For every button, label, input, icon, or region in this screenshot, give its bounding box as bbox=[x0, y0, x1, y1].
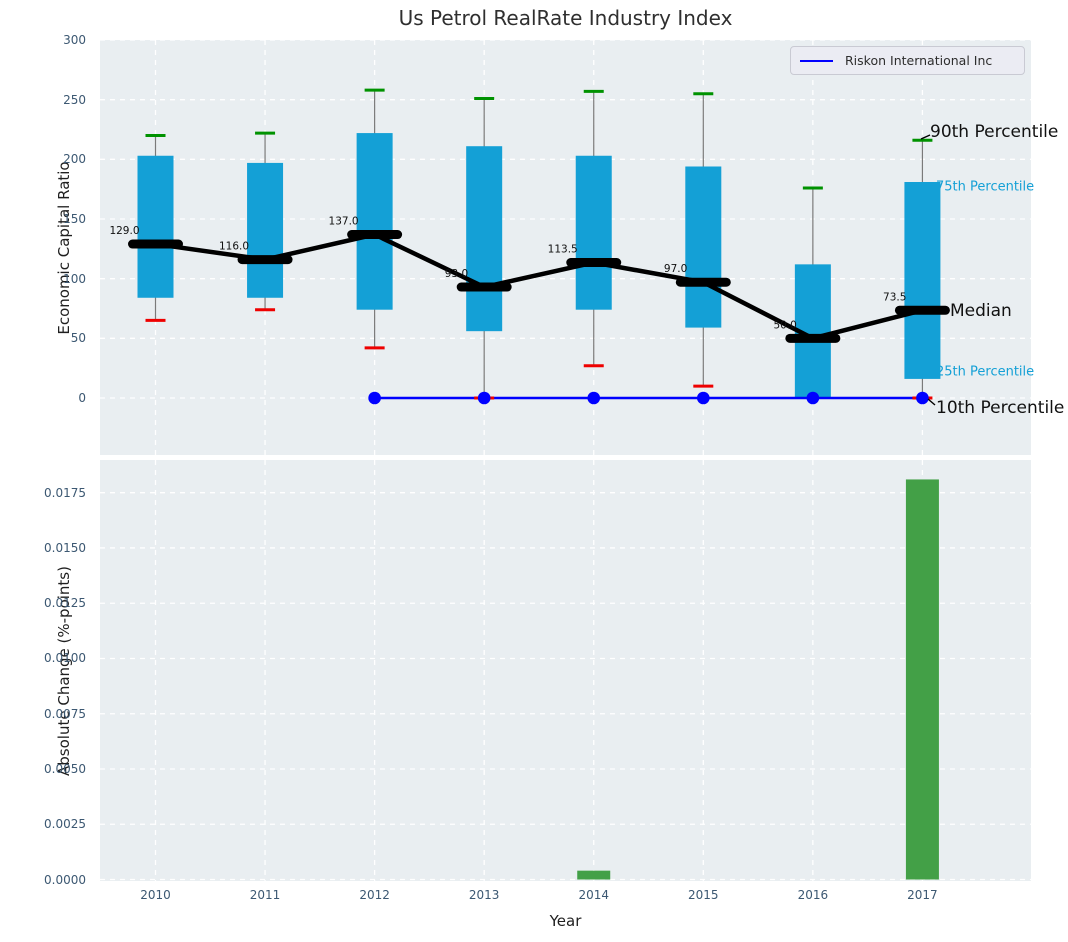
x-tick-2010: 2010 bbox=[140, 888, 171, 902]
y-tick-bottom-0.0025: 0.0025 bbox=[44, 817, 86, 832]
y-tick-bottom-0.0150: 0.0150 bbox=[44, 540, 86, 555]
box-2017 bbox=[904, 182, 941, 379]
chart-title: Us Petrol RealRate Industry Index bbox=[398, 6, 733, 30]
y-tick-bottom-0.0000: 0.0000 bbox=[44, 872, 86, 887]
median-value-label-2017: 73.5 bbox=[883, 291, 906, 303]
box-2014 bbox=[575, 155, 612, 310]
y-tick-bottom-0.0075: 0.0075 bbox=[44, 706, 86, 721]
box-2011 bbox=[247, 162, 284, 298]
y-tick-top-200: 200 bbox=[63, 152, 86, 167]
legend-label: Riskon International Inc bbox=[845, 53, 993, 68]
x-tick-2016: 2016 bbox=[797, 888, 829, 902]
annotation-25th-percentile: 25th Percentile bbox=[936, 365, 1034, 380]
median-value-label-2011: 116.0 bbox=[219, 241, 249, 253]
median-value-label-2010: 129.0 bbox=[109, 225, 139, 237]
annotation-leader-0 bbox=[920, 134, 931, 140]
x-tick-2014: 2014 bbox=[578, 888, 610, 902]
annotation-10th-percentile: 10th Percentile bbox=[936, 398, 1064, 418]
y-axis-label-top: Economic Capital Ratio bbox=[55, 161, 73, 335]
x-tick-2015: 2015 bbox=[688, 888, 719, 902]
x-axis-label: Year bbox=[549, 912, 582, 930]
median-value-label-2015: 97.0 bbox=[664, 263, 687, 275]
median-value-label-2012: 137.0 bbox=[329, 216, 359, 228]
annotation-75th-percentile: 75th Percentile bbox=[936, 180, 1034, 195]
y-tick-top-100: 100 bbox=[63, 271, 86, 286]
median-value-label-2013: 93.0 bbox=[445, 268, 468, 280]
company-point-2015 bbox=[697, 391, 710, 405]
annotation-leader-4 bbox=[927, 398, 936, 406]
company-point-2016 bbox=[806, 391, 820, 405]
box-2015 bbox=[685, 166, 722, 328]
y-tick-top-50: 50 bbox=[70, 331, 86, 346]
legend: Riskon International Inc bbox=[790, 46, 1025, 75]
x-tick-2011: 2011 bbox=[249, 888, 281, 902]
x-tick-2013: 2013 bbox=[468, 888, 500, 902]
x-tick-2017: 2017 bbox=[907, 888, 938, 902]
change-bar-2017 bbox=[905, 479, 939, 880]
box-2012 bbox=[356, 133, 393, 310]
y-tick-top-0: 0 bbox=[78, 391, 86, 405]
y-tick-bottom-0.0175: 0.0175 bbox=[44, 485, 86, 500]
median-value-label-2014: 113.5 bbox=[548, 244, 578, 256]
y-axis-label-bottom: Absolute Change (%-points) bbox=[55, 566, 73, 776]
x-tick-2012: 2012 bbox=[359, 888, 390, 902]
y-tick-bottom-0.0125: 0.0125 bbox=[44, 596, 86, 611]
company-point-2014 bbox=[587, 391, 601, 405]
annotation-median: Median bbox=[950, 301, 1012, 321]
median-value-label-2016: 50.0 bbox=[773, 319, 796, 331]
company-point-2017 bbox=[916, 391, 929, 405]
change-bar-2014 bbox=[577, 870, 611, 880]
y-tick-bottom-0.0050: 0.0050 bbox=[44, 761, 86, 776]
top-panel: 129.0 116.0 137.0 93.0 113.5 97.0 50.0 73.5 90th… bbox=[100, 39, 1064, 455]
box-2010 bbox=[137, 155, 174, 298]
bottom-panel-background bbox=[100, 460, 1031, 881]
annotation-90th-percentile: 90th Percentile bbox=[930, 122, 1058, 142]
y-tick-top-300: 300 bbox=[63, 33, 86, 47]
bottom-panel bbox=[100, 460, 1031, 881]
box-2013 bbox=[466, 146, 503, 332]
company-point-2013 bbox=[477, 391, 491, 405]
y-tick-bottom-0.0100: 0.0100 bbox=[44, 651, 86, 666]
y-tick-top-250: 250 bbox=[63, 92, 86, 107]
legend-line-sample bbox=[800, 59, 833, 62]
company-point-2012 bbox=[368, 391, 381, 405]
y-tick-top-150: 150 bbox=[63, 212, 86, 226]
